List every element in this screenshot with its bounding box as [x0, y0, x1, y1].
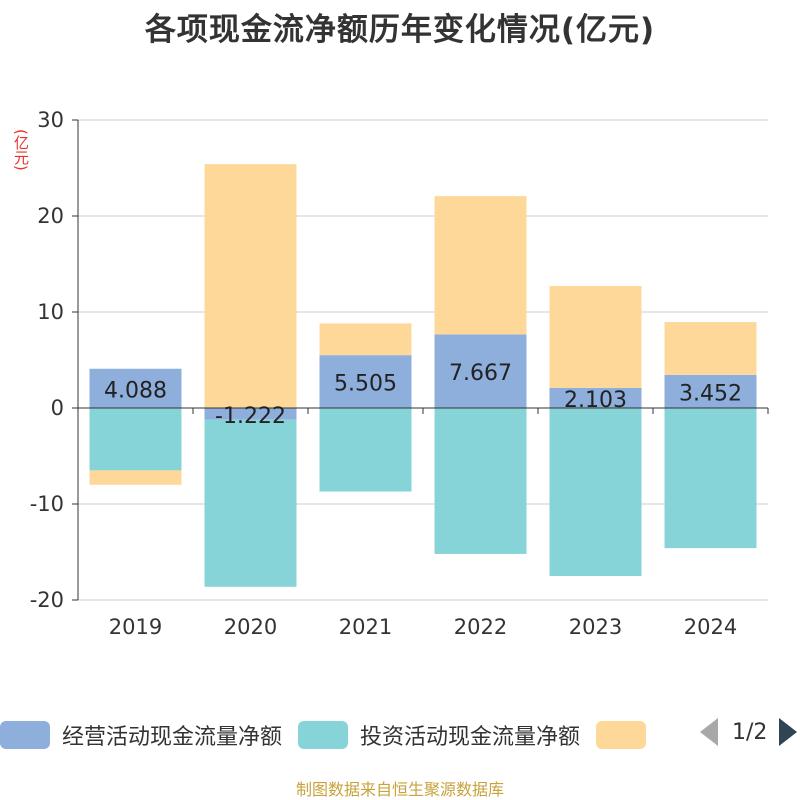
- bar-financing: [549, 286, 642, 388]
- bar-investing: [434, 408, 527, 554]
- legend-pager: 1/2: [700, 718, 798, 746]
- data-label: 5.505: [334, 372, 397, 397]
- legend: 经营活动现金流量净额 投资活动现金流量净额: [0, 712, 800, 758]
- bar-financing: [319, 323, 412, 356]
- x-tick-label: 2020: [224, 615, 277, 639]
- prev-page-icon[interactable]: [700, 718, 718, 746]
- y-tick-label: 0: [51, 396, 64, 420]
- chart-title: 各项现金流净额历年变化情况(亿元): [144, 12, 656, 48]
- x-tick-label: 2021: [339, 615, 392, 639]
- legend-label: 经营活动现金流量净额: [62, 725, 283, 750]
- legend-item-operating[interactable]: 经营活动现金流量净额: [0, 719, 282, 751]
- legend-swatch: [0, 721, 50, 749]
- data-label: 2.103: [564, 388, 627, 413]
- data-label: -1.222: [215, 404, 286, 429]
- next-page-icon[interactable]: [779, 718, 798, 746]
- bar-chart: 30 20 10 0 -10 -20 2019 2020 2021 2022 2023 2024 4.0…: [30, 108, 769, 639]
- y-tick-label: 20: [37, 204, 64, 228]
- legend-swatch: [596, 721, 647, 749]
- y-tick-label: -10: [30, 492, 64, 516]
- data-label: 7.667: [449, 361, 512, 386]
- legend-label: 投资活动现金流量净额: [360, 725, 581, 750]
- legend-page-indicator: 1/2: [732, 719, 768, 745]
- legend-swatch: [298, 721, 349, 749]
- bar-operating: [664, 374, 757, 408]
- bar-financing: [89, 470, 182, 485]
- y-tick-label: 30: [37, 108, 64, 132]
- bar-investing: [89, 408, 182, 471]
- bar-operating: [549, 387, 642, 408]
- bar-investing: [204, 419, 297, 587]
- data-label: 3.452: [679, 381, 742, 406]
- y-tick-label: 10: [37, 300, 64, 324]
- bar-investing: [549, 408, 642, 576]
- legend-item-investing[interactable]: 投资活动现金流量净额: [298, 719, 580, 751]
- x-tick-label: 2024: [684, 615, 737, 639]
- y-axis-label: (亿元): [12, 129, 30, 171]
- x-tick-label: 2019: [109, 615, 162, 639]
- bar-financing: [434, 196, 527, 335]
- source-note: 制图数据来自恒生聚源数据库: [295, 780, 504, 799]
- bar-operating: [434, 334, 527, 408]
- y-tick-label: -20: [30, 588, 64, 612]
- bar-financing: [664, 322, 757, 375]
- legend-item-financing[interactable]: [596, 721, 658, 749]
- x-tick-label: 2022: [454, 615, 507, 639]
- bar-operating: [204, 408, 297, 420]
- bar-operating: [319, 355, 412, 408]
- x-tick-label: 2023: [569, 615, 622, 639]
- bar-investing: [664, 408, 757, 549]
- bar-financing: [204, 164, 297, 408]
- bar-investing: [319, 408, 412, 492]
- bar-operating: [89, 368, 182, 408]
- data-label: 4.088: [104, 378, 167, 403]
